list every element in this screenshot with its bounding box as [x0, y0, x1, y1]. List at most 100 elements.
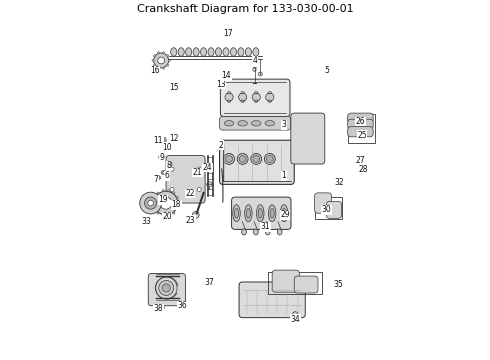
Circle shape: [264, 153, 275, 165]
Circle shape: [160, 197, 172, 209]
Ellipse shape: [208, 48, 214, 56]
FancyBboxPatch shape: [220, 79, 290, 117]
Circle shape: [167, 64, 169, 66]
Text: 9: 9: [159, 153, 164, 162]
Text: 12: 12: [169, 134, 178, 143]
Text: 34: 34: [291, 315, 300, 324]
FancyBboxPatch shape: [166, 156, 205, 203]
Text: 36: 36: [177, 301, 187, 310]
Circle shape: [176, 208, 178, 210]
Text: 15: 15: [169, 83, 178, 92]
FancyBboxPatch shape: [348, 127, 373, 137]
Text: 1: 1: [282, 171, 287, 180]
Circle shape: [207, 182, 212, 187]
Circle shape: [158, 67, 160, 69]
Bar: [268, 272, 322, 294]
Ellipse shape: [253, 48, 259, 56]
Ellipse shape: [266, 229, 270, 235]
Bar: [348, 114, 375, 143]
Circle shape: [253, 68, 256, 71]
Ellipse shape: [258, 208, 262, 218]
Circle shape: [157, 212, 159, 214]
Text: 10: 10: [162, 143, 171, 152]
Circle shape: [153, 55, 155, 57]
Circle shape: [145, 197, 157, 209]
Circle shape: [158, 305, 164, 311]
Circle shape: [162, 189, 164, 192]
Circle shape: [170, 167, 174, 171]
Ellipse shape: [238, 48, 244, 56]
Text: 33: 33: [141, 217, 151, 226]
Text: 11: 11: [154, 136, 163, 145]
Circle shape: [197, 167, 201, 171]
Circle shape: [258, 72, 262, 76]
Ellipse shape: [216, 48, 221, 56]
Circle shape: [237, 153, 248, 165]
Ellipse shape: [251, 121, 261, 126]
Text: 38: 38: [154, 305, 163, 314]
Circle shape: [252, 93, 260, 101]
Text: 22: 22: [185, 189, 195, 198]
Circle shape: [161, 139, 165, 142]
Circle shape: [167, 55, 169, 57]
Ellipse shape: [280, 205, 288, 222]
Text: 29: 29: [280, 211, 290, 220]
Circle shape: [140, 192, 162, 214]
Ellipse shape: [235, 208, 239, 218]
Ellipse shape: [171, 48, 177, 56]
Circle shape: [163, 67, 165, 69]
Circle shape: [170, 188, 174, 192]
Circle shape: [153, 208, 155, 210]
Ellipse shape: [277, 229, 282, 235]
Circle shape: [162, 284, 171, 292]
FancyBboxPatch shape: [232, 197, 291, 229]
Circle shape: [173, 192, 175, 194]
Circle shape: [158, 52, 160, 54]
Circle shape: [153, 64, 155, 66]
Circle shape: [156, 176, 160, 180]
Circle shape: [159, 154, 165, 160]
Text: 21: 21: [193, 168, 202, 177]
Circle shape: [251, 153, 262, 165]
Ellipse shape: [178, 48, 184, 56]
Text: 23: 23: [186, 216, 196, 225]
Circle shape: [176, 197, 178, 198]
Ellipse shape: [265, 121, 274, 126]
Ellipse shape: [200, 48, 207, 56]
Circle shape: [160, 156, 163, 159]
Text: 30: 30: [321, 205, 331, 214]
Text: 25: 25: [357, 131, 367, 140]
Circle shape: [226, 156, 232, 162]
Ellipse shape: [253, 229, 258, 235]
Circle shape: [253, 156, 260, 162]
Circle shape: [168, 189, 170, 192]
FancyBboxPatch shape: [326, 201, 342, 218]
Circle shape: [197, 188, 201, 192]
Text: 4: 4: [253, 56, 258, 65]
Circle shape: [173, 212, 175, 214]
Ellipse shape: [269, 205, 276, 222]
Circle shape: [166, 146, 168, 148]
Text: 31: 31: [261, 222, 270, 231]
Ellipse shape: [223, 48, 229, 56]
Bar: [315, 197, 342, 219]
Circle shape: [158, 57, 165, 64]
Text: 35: 35: [334, 280, 343, 289]
Text: 7: 7: [153, 175, 158, 184]
FancyBboxPatch shape: [348, 119, 373, 129]
Circle shape: [164, 144, 170, 150]
Text: 28: 28: [358, 165, 368, 174]
Circle shape: [169, 163, 171, 165]
Circle shape: [163, 52, 165, 54]
Circle shape: [168, 215, 170, 217]
Circle shape: [154, 53, 169, 68]
Text: 8: 8: [166, 161, 171, 170]
Title: Crankshaft Diagram for 133-030-00-01: Crankshaft Diagram for 133-030-00-01: [137, 4, 353, 14]
Text: 32: 32: [335, 178, 344, 187]
Circle shape: [266, 93, 274, 101]
Circle shape: [178, 202, 180, 204]
Text: 19: 19: [158, 195, 168, 204]
Circle shape: [239, 93, 246, 101]
Circle shape: [148, 201, 153, 206]
Ellipse shape: [233, 205, 240, 222]
